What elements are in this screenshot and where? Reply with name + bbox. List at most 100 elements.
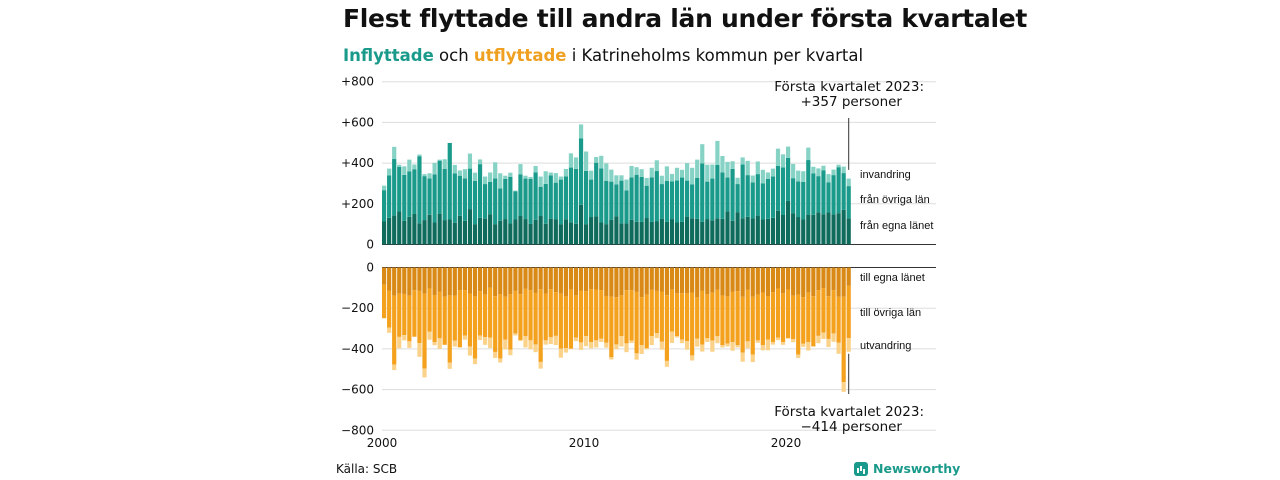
bar-in-0-13	[447, 219, 452, 245]
bar-out-2-76	[765, 339, 770, 351]
bar-in-2-46	[614, 175, 619, 185]
bar-in-1-82	[796, 181, 801, 218]
bar-out-0-39	[578, 267, 584, 291]
ytick-in-4: +800	[341, 75, 374, 89]
bar-out-2-58	[674, 336, 680, 338]
bar-out-1-4	[402, 293, 407, 336]
bar-out-1-90	[836, 296, 841, 343]
bar-in-0-54	[654, 221, 659, 245]
bar-in-0-33	[548, 218, 553, 245]
bar-in-1-4	[402, 174, 407, 221]
bar-in-2-91	[841, 166, 846, 174]
bar-in-0-36	[563, 219, 568, 245]
bar-out-0-32	[543, 267, 548, 294]
bar-in-1-79	[780, 167, 786, 215]
bar-out-0-0	[382, 267, 387, 285]
bar-in-0-88	[826, 212, 831, 245]
bar-in-1-38	[573, 168, 579, 224]
bar-in-0-48	[624, 223, 629, 245]
xtick-1: 2010	[569, 436, 600, 450]
bar-in-0-44	[604, 224, 609, 245]
bar-out-0-73	[750, 267, 755, 297]
bar-out-2-46	[614, 344, 619, 350]
bar-in-1-6	[412, 169, 417, 214]
bar-in-0-74	[755, 215, 760, 245]
bar-in-1-19	[477, 164, 483, 218]
bar-out-0-15	[457, 267, 462, 291]
bar-out-0-61	[690, 267, 695, 293]
bar-in-2-90	[836, 164, 841, 168]
bar-in-0-40	[584, 224, 589, 245]
bar-in-2-48	[624, 179, 629, 191]
bar-in-1-75	[760, 183, 765, 220]
bar-in-1-24	[503, 178, 508, 220]
bar-in-2-26	[513, 190, 518, 192]
bar-out-0-63	[700, 267, 705, 291]
bar-out-2-10	[432, 341, 437, 346]
bar-out-0-14	[452, 267, 457, 296]
bar-in-1-7	[417, 156, 422, 224]
bar-in-2-80	[786, 146, 791, 158]
bar-out-0-53	[649, 267, 654, 290]
bar-out-2-60	[685, 341, 690, 350]
bar-out-2-18	[472, 358, 478, 365]
bar-out-1-45	[609, 296, 614, 358]
bar-out-2-59	[679, 339, 685, 344]
bar-out-0-35	[558, 267, 563, 294]
bar-out-0-59	[679, 267, 685, 294]
bar-in-1-71	[740, 164, 745, 219]
bar-out-2-32	[543, 340, 548, 345]
bar-out-1-20	[483, 294, 488, 338]
bar-in-1-34	[553, 182, 558, 220]
bar-in-1-39	[578, 138, 584, 205]
bar-out-2-73	[750, 354, 755, 363]
bar-out-1-6	[412, 290, 417, 337]
bar-out-1-59	[679, 293, 685, 340]
bar-in-0-92	[846, 218, 851, 245]
bar-out-1-18	[472, 296, 478, 359]
bar-in-0-52	[644, 218, 649, 245]
bar-out-1-40	[584, 291, 589, 337]
bar-out-0-84	[806, 267, 811, 293]
bar-out-1-7	[417, 290, 422, 344]
bar-out-1-60	[685, 293, 690, 342]
bar-out-1-49	[629, 290, 634, 341]
bar-out-1-16	[462, 290, 467, 336]
bar-in-2-38	[573, 157, 579, 169]
bar-in-0-57	[669, 219, 675, 245]
bar-out-2-21	[488, 337, 493, 349]
ytick-in-0: 0	[366, 238, 374, 252]
bar-out-1-33	[548, 289, 553, 338]
bar-out-2-83	[801, 343, 806, 347]
ytick-out-4: −800	[341, 423, 374, 437]
bar-in-2-54	[654, 160, 659, 172]
bar-in-1-20	[483, 184, 488, 219]
bar-out-1-37	[568, 289, 574, 349]
bar-in-2-20	[483, 176, 488, 185]
bar-in-0-28	[523, 219, 528, 245]
bar-in-0-31	[538, 216, 543, 245]
bar-in-2-65	[710, 164, 715, 179]
bar-in-1-44	[604, 181, 609, 225]
bar-in-2-51	[639, 169, 644, 177]
bar-in-0-20	[483, 218, 488, 245]
bar-out-0-87	[821, 267, 826, 289]
bar-in-2-88	[826, 174, 831, 183]
bar-in-0-73	[750, 218, 755, 245]
bar-in-2-79	[780, 154, 786, 168]
bar-in-1-8	[422, 176, 427, 221]
bar-in-0-61	[690, 218, 695, 245]
bar-out-0-65	[710, 267, 715, 293]
bar-in-0-21	[488, 214, 493, 245]
bar-out-0-27	[518, 267, 523, 295]
bar-out-1-17	[467, 293, 473, 347]
segment-label-out-1: till övriga län	[860, 307, 921, 319]
bar-out-1-19	[477, 291, 483, 336]
bar-out-1-26	[513, 290, 518, 334]
bar-in-0-75	[760, 219, 765, 245]
bar-in-2-29	[528, 176, 533, 179]
bar-in-0-90	[836, 213, 841, 245]
bar-out-0-4	[402, 267, 407, 294]
bar-out-2-50	[634, 353, 639, 360]
bar-in-2-42	[594, 156, 599, 163]
